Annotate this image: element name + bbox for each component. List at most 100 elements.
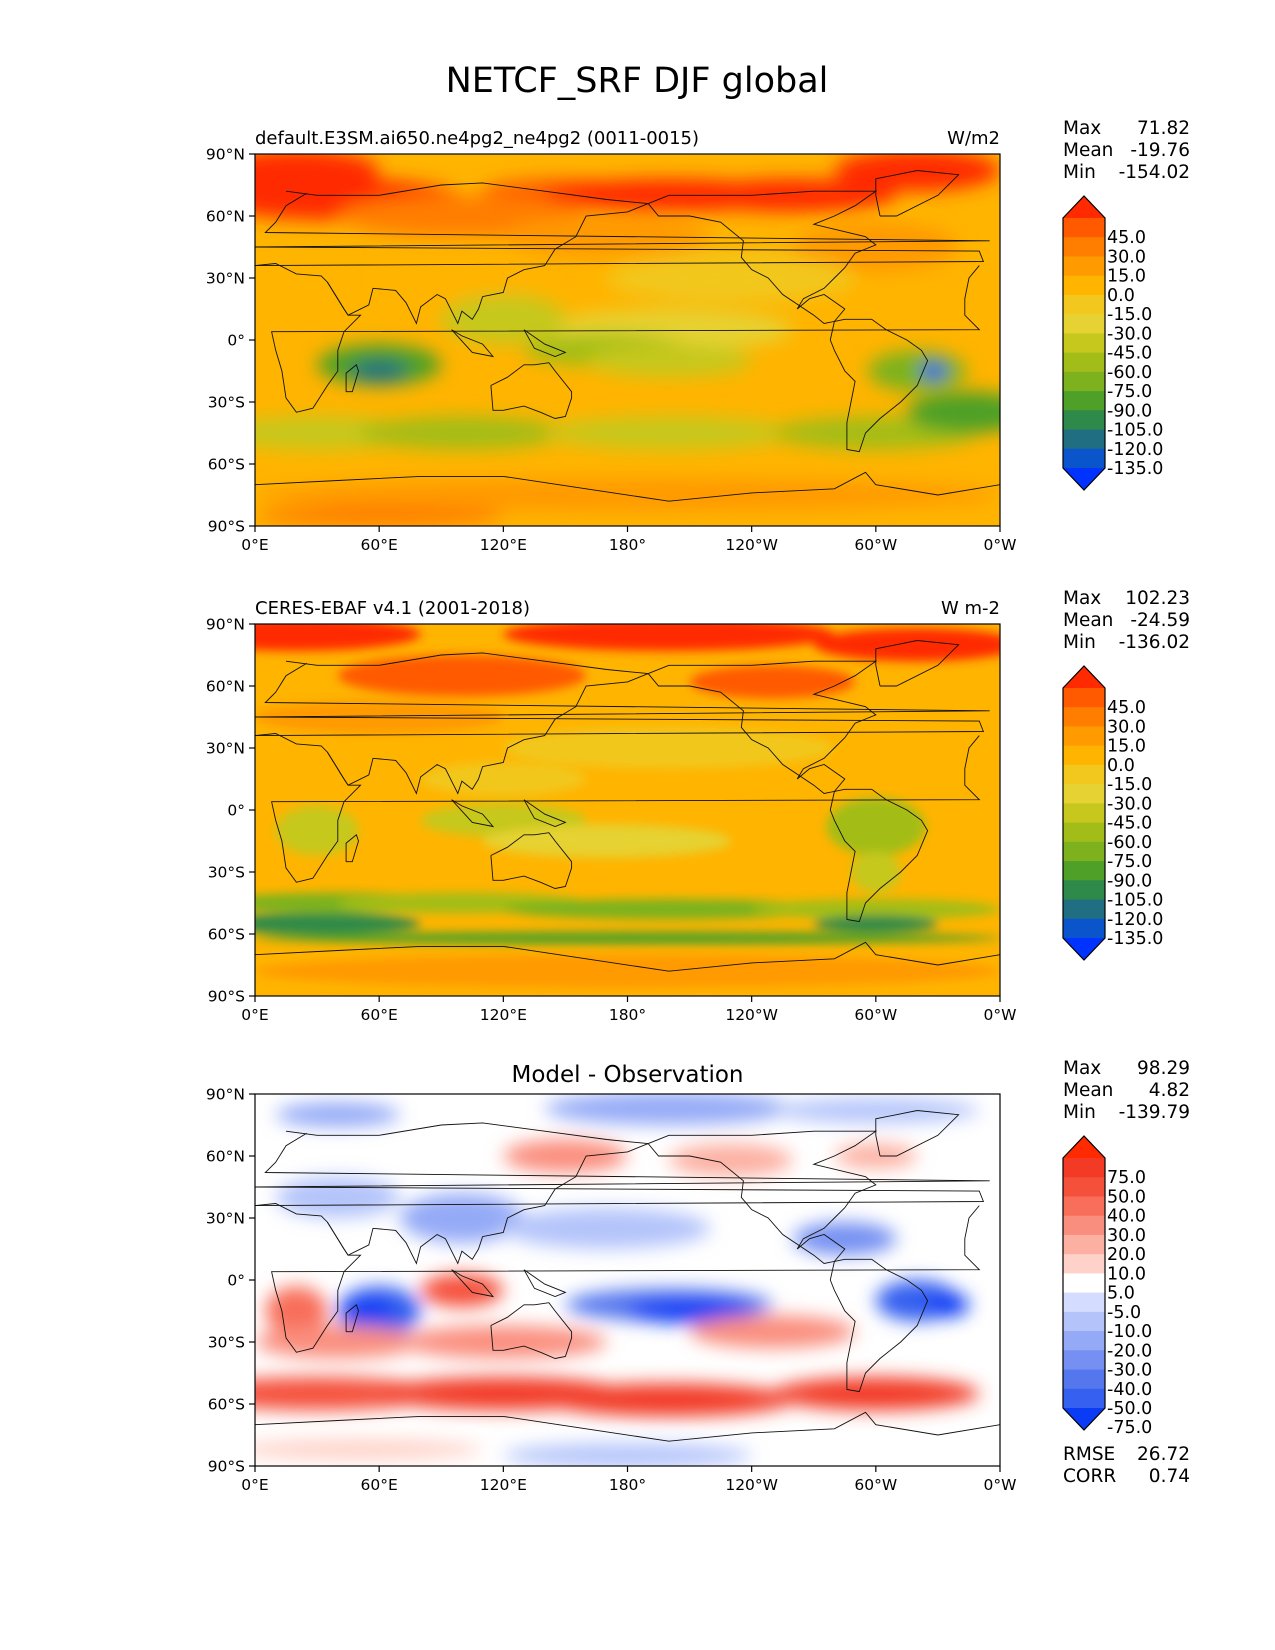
coastline <box>829 1258 929 1393</box>
y-tick-label: 30°N <box>206 740 245 758</box>
colorbar-segment <box>1063 784 1105 804</box>
colorbar-tick-label: 40.0 <box>1107 1207 1146 1227</box>
coastline <box>255 471 1000 502</box>
field-patch <box>544 1094 794 1125</box>
y-tick-label: 0° <box>227 332 245 350</box>
field-patch <box>275 1102 400 1128</box>
y-tick-label: 60°S <box>208 926 245 944</box>
coastline <box>345 364 359 393</box>
colorbar-tick-label: -120.0 <box>1107 910 1163 930</box>
colorbar-segment <box>1063 352 1105 373</box>
field-patch <box>689 665 856 699</box>
colorbar-tick-label: 50.0 <box>1107 1187 1146 1207</box>
colorbar-tick-label: 0.0 <box>1107 756 1135 776</box>
field-patch <box>420 1273 504 1307</box>
y-tick-label: 90°S <box>208 518 245 536</box>
colorbar-tick-label: -15.0 <box>1107 305 1152 325</box>
colorbar-segment <box>1063 1254 1105 1274</box>
colorbar-tick-label: 10.0 <box>1107 1264 1146 1284</box>
coastline <box>255 1132 990 1207</box>
field-patch <box>358 416 566 450</box>
colorbar-tick-label: -20.0 <box>1107 1341 1152 1361</box>
field-patch <box>255 913 421 934</box>
colorbar-tick-label: -120.0 <box>1107 440 1163 460</box>
coastline <box>451 1269 495 1298</box>
stat-label: Min <box>1063 1102 1096 1123</box>
colorbar-tick-label: 30.0 <box>1107 717 1146 737</box>
field-patch <box>544 416 794 450</box>
field-patch <box>503 727 835 769</box>
y-tick-label: 60°N <box>206 1148 245 1166</box>
stat-label: Max <box>1063 1058 1101 1079</box>
y-tick-label: 30°S <box>208 394 245 412</box>
stat-value: 102.23 <box>1125 588 1190 609</box>
y-tick-label: 0° <box>227 802 245 820</box>
field-patch <box>544 1383 794 1417</box>
colorbar-difference: 75.050.040.030.020.010.05.0-5.0-10.0-20.… <box>1062 1135 1152 1438</box>
coastline <box>490 1302 573 1359</box>
coastline <box>523 1269 567 1297</box>
stat-label: CORR <box>1063 1466 1116 1487</box>
field-patch <box>503 1443 752 1466</box>
x-tick-label: 60°W <box>854 536 897 554</box>
colorbar-tick-label: 45.0 <box>1107 228 1146 248</box>
colorbar-tick-label: -90.0 <box>1107 401 1152 421</box>
colorbar-tick-label: -105.0 <box>1107 891 1163 911</box>
x-tick-label: 0°E <box>241 536 268 554</box>
colorbar-outline <box>1062 195 1106 491</box>
colorbar-segment <box>1063 314 1105 334</box>
x-tick-label: 120°W <box>725 536 778 554</box>
colorbar-tick-label: -50.0 <box>1107 1399 1152 1419</box>
field-patch <box>867 350 967 392</box>
field-patch <box>255 954 1000 988</box>
colorbar-outline <box>1062 665 1106 961</box>
colorbar-segment <box>1063 899 1105 920</box>
x-tick-label: 0°E <box>241 1476 268 1494</box>
colorbar-segment <box>1063 803 1105 824</box>
coastline <box>875 1110 960 1157</box>
field-patch <box>927 1292 969 1318</box>
colorbar-segment <box>1063 745 1105 766</box>
stat-label: Mean <box>1063 1080 1113 1101</box>
colorbar-segment <box>1063 1388 1105 1409</box>
coastline <box>255 662 990 737</box>
colorbar-tick-label: -15.0 <box>1107 775 1152 795</box>
y-tick-label: 30°N <box>206 1210 245 1228</box>
x-tick-label: 180° <box>609 1476 646 1494</box>
colorbar-segment <box>1063 1215 1105 1236</box>
x-tick-label: 0°E <box>241 1006 268 1024</box>
colorbar-tick-label: -105.0 <box>1107 421 1163 441</box>
field-patch <box>399 1325 607 1359</box>
colorbar-tick-label: -75.0 <box>1107 852 1152 872</box>
y-tick-label: 60°S <box>208 1396 245 1414</box>
field-patch <box>906 391 1000 433</box>
colorbar-segment <box>1063 688 1105 708</box>
colorbar-segment <box>1063 256 1105 277</box>
colorbar-tick-label: -45.0 <box>1107 344 1152 364</box>
field-patch <box>255 700 504 734</box>
coastline <box>255 1411 1000 1442</box>
field-patch <box>627 1298 752 1324</box>
coastlines <box>255 640 1000 972</box>
panel-units: W/m2 <box>947 128 1000 149</box>
colorbar-segment <box>1063 841 1105 862</box>
colorbar-segment <box>1063 1234 1105 1255</box>
x-tick-label: 60°E <box>361 1006 398 1024</box>
field-patch <box>668 1143 794 1177</box>
colorbar-tick-label: -5.0 <box>1107 1303 1141 1323</box>
y-tick-label: 90°N <box>206 616 245 634</box>
field-patch <box>503 624 835 651</box>
field-patch <box>834 1143 918 1169</box>
colorbar-test: 45.030.015.00.0-15.0-30.0-45.0-60.0-75.0… <box>1062 195 1163 491</box>
x-tick-label: 120°E <box>480 1476 527 1494</box>
field-patch <box>379 249 545 299</box>
colorbar-segment <box>1063 1196 1105 1217</box>
field-patch <box>793 222 959 272</box>
stat-value: 71.82 <box>1137 118 1190 139</box>
colorbar-segment <box>1063 448 1105 469</box>
colorbar-reference: 45.030.015.00.0-15.0-30.0-45.0-60.0-75.0… <box>1062 665 1163 961</box>
stat-value: 0.74 <box>1149 1466 1190 1487</box>
field-patch <box>503 1139 628 1173</box>
coastline <box>647 190 878 324</box>
stat-value: -136.02 <box>1119 632 1190 653</box>
